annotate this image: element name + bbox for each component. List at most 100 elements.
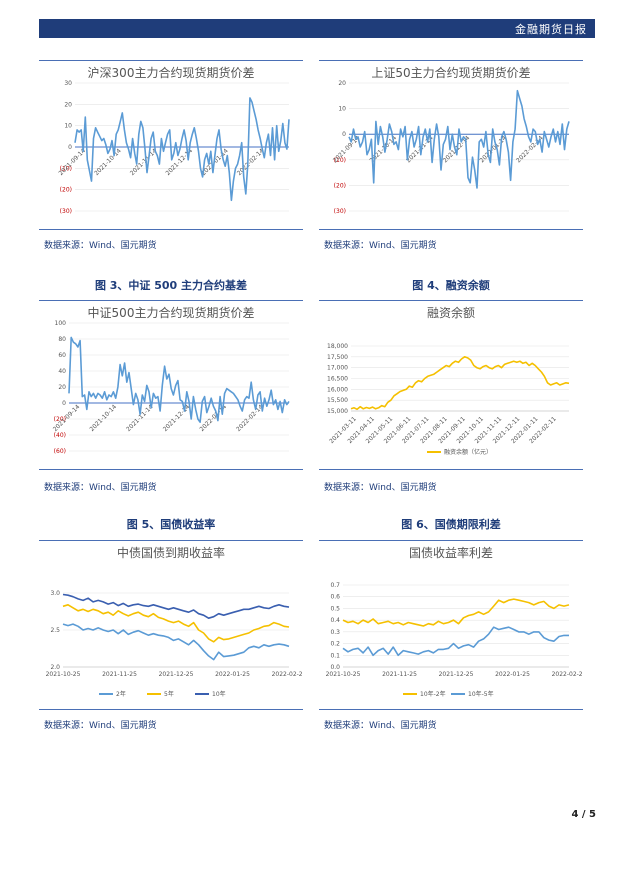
y-tick-label: 20: [64, 101, 72, 108]
chart-title: 沪深300主力合约现货期货价差: [88, 65, 255, 80]
x-tick-label: 2022-02-25: [272, 671, 303, 678]
chart-panel-spread: 国债收益率利差 0.7 0.6 0.5 0.4 0.3 0.2 0.1 0.0 2021-10-2…: [319, 540, 583, 710]
chart-title: 融资余额: [427, 305, 475, 320]
y-tick-label: 0.0: [330, 664, 340, 671]
chart-title: 国债收益率利差: [409, 545, 493, 560]
y-tick-label: (40): [54, 432, 66, 439]
legend-entry: 10年-5年: [468, 690, 494, 698]
chart-title: 上证50主力合约现货期货价差: [371, 65, 530, 80]
y-tick-label: 15,000: [327, 408, 348, 415]
legend-entry: 10年: [212, 690, 226, 698]
source-note: 数据来源：Wind、国元期货: [324, 483, 437, 493]
y-tick-label: 0.7: [330, 582, 340, 589]
page-number: 4 / 5: [571, 809, 596, 820]
x-tick-label: 2021-11-14: [129, 147, 159, 177]
y-tick-label: 2.0: [50, 664, 60, 671]
y-tick-label: 0.1: [330, 652, 340, 659]
source-note: 数据来源：Wind、国元期货: [44, 241, 157, 251]
chart-zz500: 中证500主力合约现货期货价差 100 80 60 40 20 0 (20) (40) (60) 2…: [52, 305, 290, 455]
series-line: [342, 626, 569, 657]
x-tick-label: 2021-10-25: [326, 671, 361, 678]
chart-spread: 国债收益率利差 0.7 0.6 0.5 0.4 0.3 0.2 0.1 0.02021-10-2…: [326, 545, 583, 698]
x-tick-label: 2021-10-25: [46, 671, 81, 678]
figure-title-4: 图 4、融资余额: [412, 279, 490, 292]
series-line: [74, 97, 290, 202]
x-tick-label: 2022-01-25: [215, 671, 250, 678]
chart-title: 中证500主力合约现货期货价差: [88, 305, 255, 320]
chart-panel-sz50: 上证50主力合约现货期货价差 20 10 0 (10) (20) (30) 2021-09-1…: [319, 60, 583, 230]
figure-title-5: 图 5、国债收益率: [126, 518, 216, 531]
y-tick-label: (10): [60, 165, 72, 172]
x-tick-label: 2022-02-14: [235, 403, 265, 433]
figure-title-6: 图 6、国债期限利差: [401, 518, 501, 531]
x-tick-label: 2021-10-14: [88, 403, 118, 433]
y-tick-label: 18,000: [327, 343, 348, 350]
legend-entry: 融资余额（亿元）: [444, 448, 492, 456]
y-tick-label: 17,000: [327, 365, 348, 372]
source-note: 数据来源：Wind、国元期货: [44, 483, 157, 493]
y-tick-label: (30): [334, 208, 346, 215]
series-line: [62, 593, 290, 619]
y-tick-label: 60: [58, 352, 66, 359]
series-line: [342, 598, 570, 627]
y-tick-label: 3.0: [50, 590, 60, 597]
chart-panel-hs300: 沪深300主力合约现货期货价差 30 20 10 0 (10) (20) (30) 2021-0…: [39, 60, 303, 230]
y-tick-label: (30): [60, 208, 72, 215]
y-tick-label: 0.3: [330, 629, 340, 636]
series-line: [68, 336, 290, 423]
y-tick-label: (20): [54, 416, 66, 423]
y-tick-label: 0.2: [330, 641, 340, 648]
header-title: 金融期货日报: [515, 23, 587, 36]
chart-title: 中债国债到期收益率: [117, 545, 225, 560]
y-tick-label: 20: [58, 384, 66, 391]
chart-margin: 融资余额 18,000 17,500 17,000 16,500 16,000 15,500…: [327, 305, 570, 456]
chart-hs300: 沪深300主力合约现货期货价差3020100(10)(20)(30)2021-0…: [58, 65, 290, 215]
x-tick-label: 2021-11-25: [102, 671, 137, 678]
x-tick-label: 2022-01-25: [495, 671, 530, 678]
legend-entry: 10年-2年: [420, 690, 446, 698]
y-tick-label: 15,500: [327, 397, 348, 404]
chart-sz50: 上证50主力合约现货期货价差20100(10)(20)(30)2021-09-1…: [332, 65, 570, 215]
y-tick-label: 30: [64, 80, 72, 87]
y-tick-label: 16,000: [327, 386, 348, 393]
chart-panel-zz500: 中证500主力合约现货期货价差 100 80 60 40 20 0 (20) (40) (60) 2…: [39, 300, 303, 470]
y-tick-label: (20): [60, 187, 72, 194]
y-tick-label: 0.4: [330, 617, 340, 624]
x-tick-label: 2021-12-14: [162, 403, 192, 433]
series-line: [62, 623, 290, 661]
y-tick-label: 40: [58, 368, 66, 375]
y-tick-label: 10: [64, 123, 72, 130]
y-tick-label: 0: [342, 131, 346, 138]
y-tick-label: 10: [338, 106, 346, 113]
x-tick-label: 2021-12-25: [159, 671, 194, 678]
source-note: 数据来源：Wind、国元期货: [324, 721, 437, 731]
x-tick-label: 2022-02-25: [552, 671, 583, 678]
y-tick-label: (20): [334, 182, 346, 189]
y-tick-label: 0.5: [330, 605, 340, 612]
figure-title-3: 图 3、中证 500 主力合约基差: [94, 279, 248, 292]
chart-panel-yield: 中债国债到期收益率 3.0 2.5 2.0 2021-10-25 2021-11-25 20…: [39, 540, 303, 710]
x-tick-label: 2021-12-25: [439, 671, 474, 678]
chart-panel-margin: 融资余额 18,000 17,500 17,000 16,500 16,000 15,500…: [319, 300, 583, 470]
source-note: 数据来源：Wind、国元期货: [44, 721, 157, 731]
y-tick-label: 100: [55, 320, 67, 327]
y-tick-label: 0.6: [330, 594, 340, 601]
x-tick-label: 2021-11-25: [382, 671, 417, 678]
y-tick-label: (60): [54, 448, 66, 455]
legend-entry: 5年: [164, 690, 174, 698]
legend-entry: 2年: [116, 690, 126, 698]
header-bar: 金融期货日报: [39, 19, 595, 38]
y-tick-label: 16,500: [327, 376, 348, 383]
series-line: [348, 89, 570, 189]
series-line: [62, 603, 290, 643]
y-tick-label: 20: [338, 80, 346, 87]
source-note: 数据来源：Wind、国元期货: [324, 241, 437, 251]
y-tick-label: 80: [58, 336, 66, 343]
y-tick-label: 2.5: [50, 627, 60, 634]
y-tick-label: (10): [334, 157, 346, 164]
y-tick-label: 0: [62, 400, 66, 407]
series-line: [350, 355, 570, 411]
y-tick-label: 17,500: [327, 354, 348, 361]
y-tick-label: 0: [68, 144, 72, 151]
